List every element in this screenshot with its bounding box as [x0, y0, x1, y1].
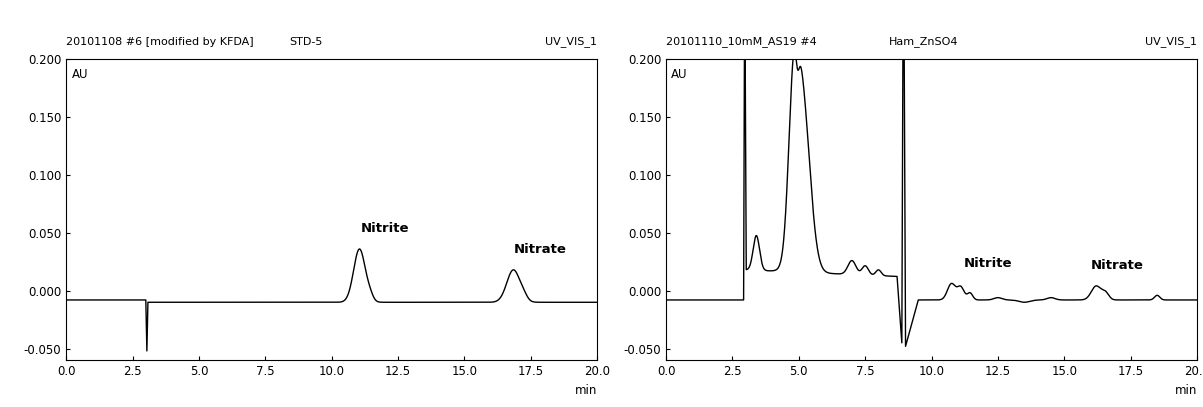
Text: Nitrate: Nitrate: [514, 243, 567, 256]
Text: STD-5: STD-5: [289, 37, 322, 47]
Text: min: min: [1174, 384, 1197, 397]
Text: Ham_ZnSO4: Ham_ZnSO4: [889, 36, 959, 47]
Text: UV_VIS_1: UV_VIS_1: [545, 36, 597, 47]
Text: min: min: [575, 384, 597, 397]
Text: Nitrite: Nitrite: [361, 222, 409, 235]
Text: AU: AU: [671, 68, 688, 81]
Text: Nitrate: Nitrate: [1091, 259, 1144, 272]
Text: UV_VIS_1: UV_VIS_1: [1145, 36, 1197, 47]
Text: Nitrite: Nitrite: [964, 257, 1012, 270]
Text: 20101108 #6 [modified by KFDA]: 20101108 #6 [modified by KFDA]: [66, 37, 254, 47]
Text: 20101110_10mM_AS19 #4: 20101110_10mM_AS19 #4: [666, 36, 817, 47]
Text: AU: AU: [71, 68, 88, 81]
